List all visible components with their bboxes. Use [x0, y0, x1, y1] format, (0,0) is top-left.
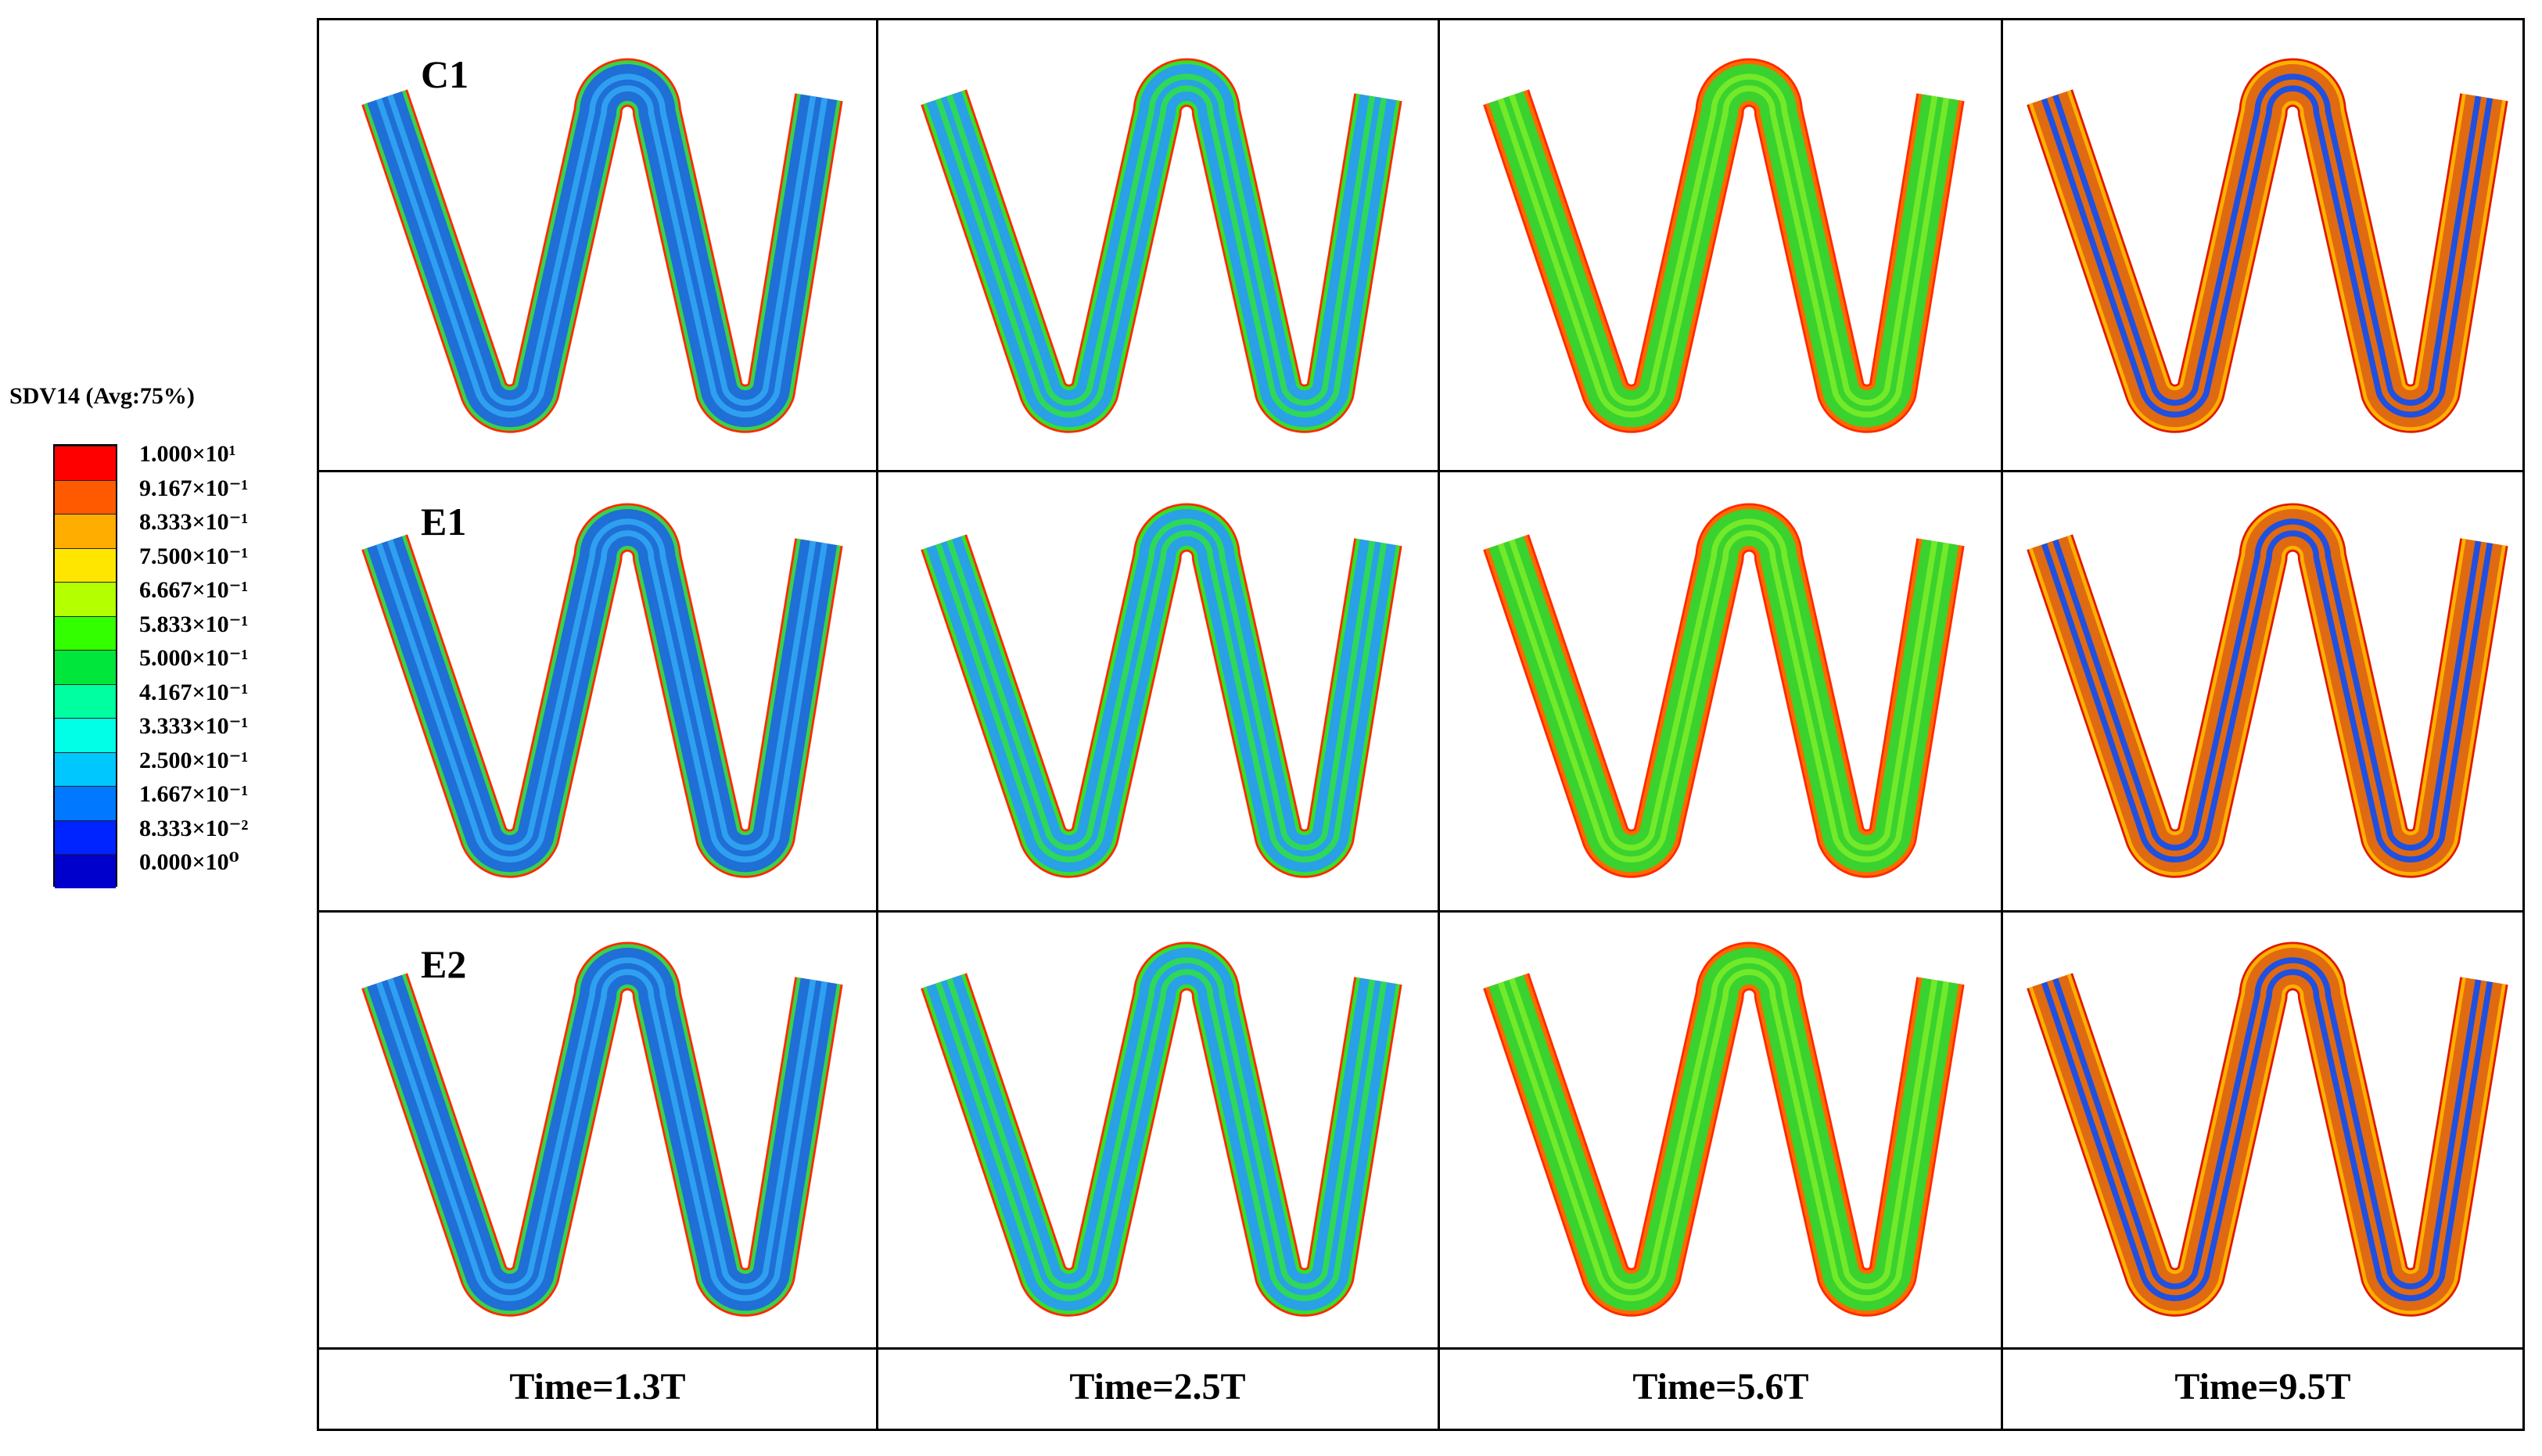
legend-swatch [55, 751, 116, 787]
legend-label: 1.000×10¹ [139, 441, 236, 467]
w-contour-layer [2047, 79, 2487, 411]
w-contour-shape [2027, 58, 2508, 433]
legend-swatch [55, 446, 116, 480]
legend-swatch [55, 479, 116, 515]
legend-label: 8.333×10⁻¹ [139, 509, 249, 535]
legend-swatch [55, 547, 116, 583]
row-label-e2: E2 [421, 942, 467, 986]
w-contour-shape [921, 503, 1402, 878]
w-contour-layer [941, 524, 1381, 856]
legend-label: 8.333×10⁻² [139, 815, 249, 841]
time-label-4: Time=9.5T [2174, 1366, 2351, 1408]
legend-label: 6.667×10⁻¹ [139, 577, 249, 603]
legend-swatch [55, 615, 116, 651]
legend-label: 7.500×10⁻¹ [139, 543, 249, 569]
w-contour-shape [1483, 941, 1965, 1317]
legend-swatch [55, 854, 116, 888]
w-contour-shape [921, 58, 1402, 433]
legend-color-bar [53, 444, 117, 888]
time-label-2: Time=2.5T [1069, 1366, 1246, 1408]
legend-label: 0.000×10⁰ [139, 849, 239, 875]
legend-label: 1.667×10⁻¹ [139, 781, 249, 807]
grid-divider [319, 1347, 2522, 1350]
legend-swatch [55, 650, 116, 684]
grid-divider [2001, 20, 2003, 1429]
time-label-1: Time=1.3T [509, 1366, 686, 1408]
w-contour-layer [941, 963, 1381, 1295]
w-contour-layer [382, 524, 822, 856]
legend-swatch [55, 786, 116, 820]
legend-swatch [55, 683, 116, 719]
legend-title: SDV14 (Avg:75%) [9, 383, 195, 409]
w-contour-layer [2047, 524, 2487, 856]
w-contour-shape [361, 58, 843, 433]
w-contour-shape [361, 941, 843, 1317]
w-contour-shape [921, 941, 1402, 1317]
legend-label: 3.333×10⁻¹ [139, 713, 249, 739]
w-contour-layer [382, 963, 822, 1295]
legend-label: 9.167×10⁻¹ [139, 475, 249, 501]
w-contour-layer [1503, 524, 1944, 856]
grid-divider [876, 20, 878, 1429]
legend-label: 4.167×10⁻¹ [139, 679, 249, 705]
grid-divider [319, 910, 2522, 913]
w-contour-shape [2027, 941, 2508, 1317]
grid-divider [1438, 20, 1440, 1429]
legend-label: 5.833×10⁻¹ [139, 611, 249, 637]
legend-swatch [55, 582, 116, 616]
legend-swatch [55, 819, 116, 855]
legend-label: 5.000×10⁻¹ [139, 645, 249, 671]
contour-panel-grid: C1 E1 E2 Time=1.3T Time=2.5T Time=5.6T T… [317, 18, 2525, 1431]
grid-divider [319, 470, 2522, 472]
w-contour-layer [941, 79, 1381, 411]
w-contour-shape [1483, 58, 1965, 433]
w-contour-layer [2047, 963, 2487, 1295]
w-contour-shape [2027, 503, 2508, 878]
legend-swatch [55, 514, 116, 548]
w-contour-layer [382, 79, 822, 411]
time-label-3: Time=5.6T [1632, 1366, 1809, 1408]
row-label-c1: C1 [421, 52, 469, 96]
w-contour-shape [1483, 503, 1965, 878]
w-contour-layer [1503, 79, 1944, 411]
legend-label: 2.500×10⁻¹ [139, 747, 249, 773]
legend-swatch [55, 718, 116, 752]
w-contour-shape [361, 503, 843, 878]
row-label-e1: E1 [421, 500, 467, 543]
w-contour-layer [1503, 963, 1944, 1295]
